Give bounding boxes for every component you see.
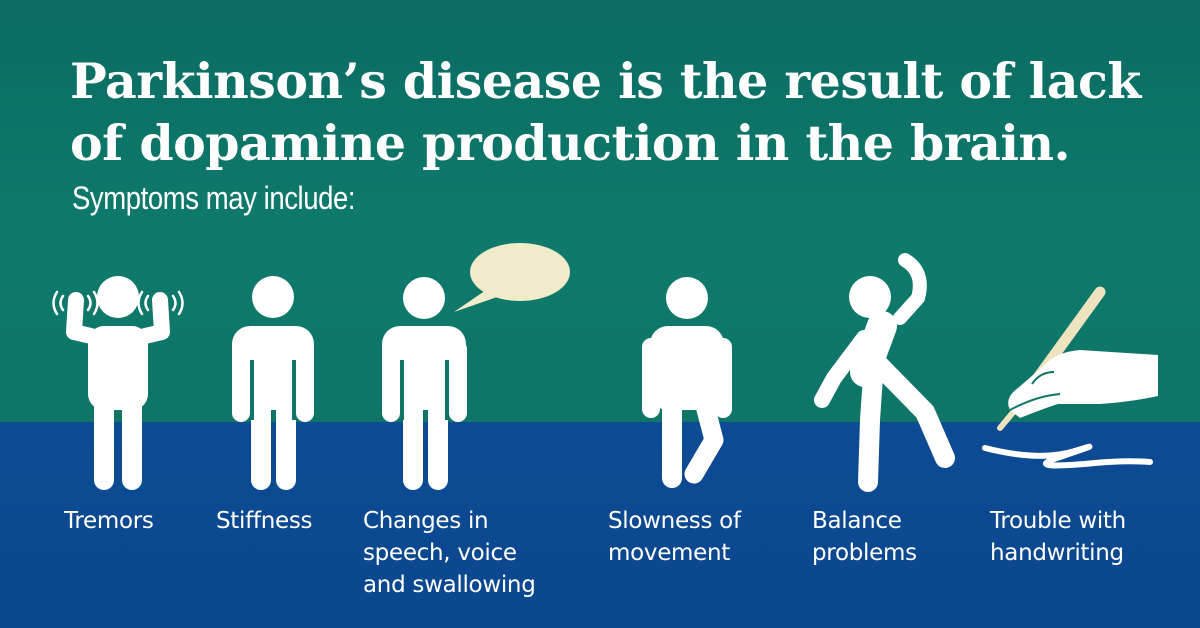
speaking-figure-icon <box>382 277 467 490</box>
symptom-label-speech: Changes in speech, voice and swallowing <box>363 508 536 598</box>
hand-writing-icon <box>982 286 1158 469</box>
symptom-label-stiffness: Stiffness <box>216 508 313 534</box>
headline-line-2: of dopamine production in the brain. <box>70 114 1071 172</box>
headline: Parkinson’s disease is the result of lac… <box>70 50 1170 174</box>
speech-bubble-icon <box>454 243 570 312</box>
stiff-figure-icon <box>232 276 314 490</box>
symptom-label-slowness: Slowness of movement <box>608 508 741 566</box>
symptom-label-handwriting: Trouble with handwriting <box>990 508 1126 566</box>
symptom-label-balance: Balance problems <box>812 508 917 566</box>
slow-walking-figure-icon <box>642 277 732 488</box>
top-band <box>0 0 1200 422</box>
off-balance-figure-icon <box>814 253 955 492</box>
tremor-figure-icon <box>52 276 184 490</box>
symptom-label-tremors: Tremors <box>64 508 154 534</box>
subheading: Symptoms may include: <box>72 180 356 216</box>
bottom-band <box>0 422 1200 628</box>
headline-line-1: Parkinson’s disease is the result of lac… <box>70 52 1141 110</box>
